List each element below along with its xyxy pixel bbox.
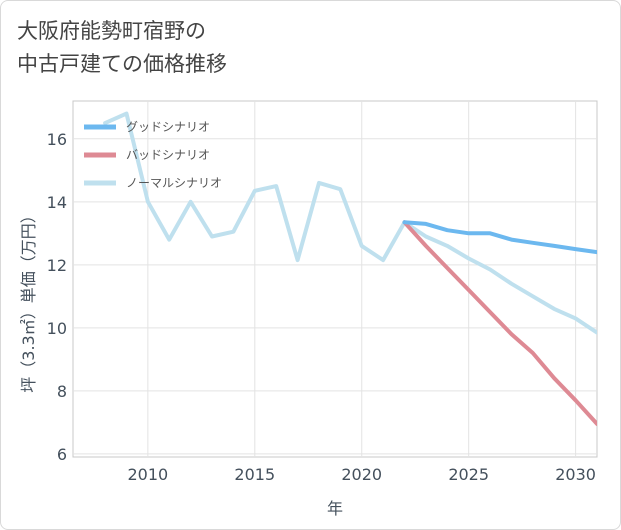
legend-item[interactable]: バッドシナリオ: [84, 148, 210, 162]
x-tick-label: 2020: [341, 465, 382, 484]
chart-title: 大阪府能勢町宿野の 中古戸建ての価格推移: [17, 15, 227, 81]
y-tick-label: 8: [57, 382, 67, 401]
legend-label: グッドシナリオ: [126, 120, 210, 134]
x-axis-title: 年: [327, 499, 343, 518]
x-tick-label: 2010: [127, 465, 168, 484]
series-lines: [103, 111, 597, 426]
chart-title-line-2: 中古戸建ての価格推移: [17, 52, 227, 76]
y-axis-title: 坪（3.3㎡）単価（万円）: [19, 207, 38, 392]
x-tick-label: 2025: [448, 465, 489, 484]
x-tick-label: 2015: [234, 465, 275, 484]
legend-label: ノーマルシナリオ: [126, 176, 222, 190]
grid: [73, 101, 597, 457]
series-line-0: [402, 220, 597, 255]
series-line-1: [402, 220, 597, 426]
legend-item[interactable]: ノーマルシナリオ: [84, 176, 222, 190]
axis-ticks: 6 8 10 12 14 16 2010 2015 2020 2025 2030: [47, 130, 596, 484]
y-tick-label: 14: [47, 193, 67, 212]
y-tick-label: 6: [57, 445, 67, 464]
plot-area: [72, 100, 598, 458]
chart-title-line-1: 大阪府能勢町宿野の: [17, 19, 206, 43]
y-tick-label: 16: [47, 130, 67, 149]
legend-item[interactable]: グッドシナリオ: [84, 120, 210, 134]
y-tick-label: 10: [47, 319, 67, 338]
legend-label: バッドシナリオ: [126, 148, 210, 162]
x-tick-label: 2030: [555, 465, 596, 484]
y-tick-label: 12: [47, 256, 67, 275]
series-line-2: [103, 111, 597, 335]
